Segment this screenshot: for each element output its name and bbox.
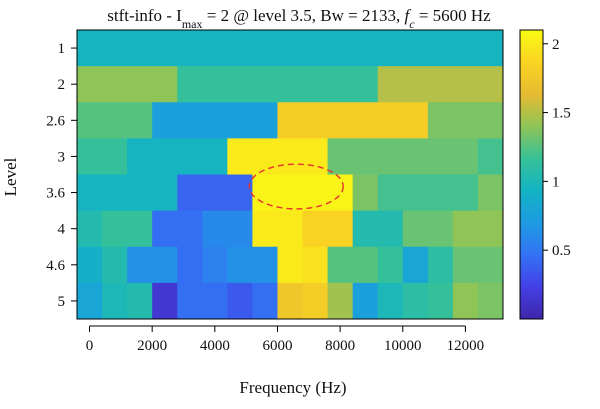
y-tick-label-4_6: 4.6 — [46, 258, 65, 274]
heatmap-cell-level-3_6-2 — [252, 174, 354, 212]
heatmap-cell-level-4-2 — [152, 210, 203, 248]
heatmap-cell-level-4-4 — [252, 210, 303, 248]
heatmap-cell-level-5-7 — [277, 282, 303, 320]
heatmap-cell-level-4_6-0 — [77, 246, 103, 284]
heatmap-cell-level-5-9 — [327, 282, 354, 320]
y-tick-label-2: 2 — [58, 77, 66, 93]
x-tick-label-8000: 8000 — [325, 338, 355, 354]
highlight-ellipse — [248, 163, 344, 210]
heatmap-cell-level-5-15 — [477, 282, 504, 320]
heatmap-cell-level-5-12 — [402, 282, 429, 320]
heatmap-cell-level-5-6 — [252, 282, 278, 320]
heatmap-cell-level-5-1 — [102, 282, 128, 320]
plot-frame — [76, 29, 504, 320]
heatmap-cell-level-5-14 — [452, 282, 479, 320]
heatmap-cell-level-2_6-1 — [152, 102, 278, 139]
heatmap-cell-level-5-8 — [302, 282, 328, 320]
heatmap-cell-level-3_6-1 — [177, 174, 253, 212]
colorbar-ticks: 0.5 1 1.5 2 — [543, 37, 571, 259]
heatmap-cells — [77, 30, 504, 320]
x-tick-label-0: 0 — [86, 338, 94, 354]
heatmap-cell-level-5-3 — [152, 282, 178, 320]
heatmap-cell-level-5-13 — [427, 282, 454, 320]
heatmap-cell-level-5-10 — [352, 282, 379, 320]
heatmap-cell-level-2-1 — [177, 66, 379, 103]
heatmap-cell-level-5-11 — [377, 282, 404, 320]
x-axis-title: Frequency (Hz) — [239, 378, 346, 397]
y-tick-label-3: 3 — [58, 149, 66, 165]
heatmap-cell-level-4_6-7 — [302, 246, 328, 284]
heatmap-cell-level-4_6-11 — [427, 246, 454, 284]
title-fc: f — [405, 6, 412, 25]
colorbar-tick-label-1: 1 — [552, 174, 560, 190]
chart-title: stft-info - Imax = 2 @ level 3.5, Bw = 2… — [107, 6, 491, 31]
x-tick-label-6000: 6000 — [262, 338, 292, 354]
heatmap-cell-level-4_6-4 — [202, 246, 228, 284]
title-fc-sub: c — [409, 17, 415, 31]
heatmap-cell-level-5-2 — [127, 282, 153, 320]
title-suffix: = 5600 Hz — [415, 6, 492, 25]
colorbar — [519, 29, 544, 320]
colorbar-tick-label-0_5: 0.5 — [552, 243, 571, 259]
heatmap-cell-level-3_6-4 — [377, 174, 479, 212]
heatmap-cell-level-1-0 — [77, 30, 504, 67]
title-prefix: stft-info - I — [107, 6, 182, 25]
heatmap-cell-level-4-1 — [102, 210, 153, 248]
heatmap-cell-level-5-0 — [77, 282, 103, 320]
heatmap-cell-level-2_6-0 — [77, 102, 153, 139]
heatmap-cell-level-2_6-3 — [427, 102, 504, 139]
heatmap-cell-level-4-5 — [302, 210, 354, 248]
heatmap-cell-level-4-0 — [77, 210, 103, 248]
heatmap-cell-level-3-2 — [227, 138, 328, 175]
heatmap-cell-level-4_6-10 — [402, 246, 429, 284]
x-tick-label-4000: 4000 — [200, 338, 230, 354]
heatmap-cell-level-4_6-8 — [327, 246, 379, 284]
y-tick-label-4: 4 — [58, 222, 66, 238]
heatmap-cell-level-4_6-1 — [102, 246, 128, 284]
y-tick-label-2_6: 2.6 — [46, 113, 65, 129]
heatmap-cell-level-3-0 — [77, 138, 128, 175]
heatmap-cell-level-4_6-12 — [452, 246, 504, 284]
heatmap-cell-level-3_6-3 — [352, 174, 379, 212]
y-axis: 1 2 2.6 3 3.6 4 4.6 5 — [46, 41, 77, 310]
y-tick-label-1: 1 — [58, 41, 66, 57]
heatmap-cell-level-4-7 — [402, 210, 454, 248]
title-sub-max: max — [182, 17, 203, 31]
heatmap-cell-level-4_6-9 — [377, 246, 404, 284]
heatmap-cell-level-2-0 — [77, 66, 178, 103]
heatmap-cell-level-4_6-5 — [227, 246, 278, 284]
colorbar-tick-label-1_5: 1.5 — [552, 106, 571, 122]
x-tick-label-12000: 12000 — [447, 338, 485, 354]
title-middle: = 2 @ level 3.5, Bw = 2133, — [203, 6, 405, 25]
heatmap-cell-level-3-1 — [127, 138, 228, 175]
heatmap-cell-level-4_6-2 — [127, 246, 178, 284]
highlight-layer — [248, 163, 344, 210]
heatmap-cell-level-2_6-2 — [277, 102, 429, 139]
heatmap-cell-level-4-3 — [202, 210, 253, 248]
x-tick-label-10000: 10000 — [384, 338, 422, 354]
heatmap-cell-level-2-2 — [377, 66, 504, 103]
heatmap-cell-level-3_6-5 — [477, 174, 504, 212]
y-tick-label-5: 5 — [58, 294, 66, 310]
heatmap-cell-level-3-3 — [327, 138, 479, 175]
heatmap-cell-level-3-4 — [477, 138, 504, 175]
x-tick-label-2000: 2000 — [137, 338, 167, 354]
heatmap-cell-level-4-6 — [352, 210, 404, 248]
colorbar-tick-label-2: 2 — [552, 37, 560, 53]
heatmap-cell-level-4_6-6 — [277, 246, 303, 284]
x-axis: 0 2000 4000 6000 8000 10000 12000 — [86, 325, 485, 354]
heatmap-cell-level-4_6-3 — [177, 246, 203, 284]
heatmap-cell-level-5-5 — [227, 282, 253, 320]
y-axis-title: Level — [1, 157, 20, 196]
heatmap-cell-level-4-8 — [452, 210, 504, 248]
y-tick-label-3_6: 3.6 — [46, 186, 65, 202]
heatmap-cell-level-3_6-0 — [77, 174, 178, 212]
heatmap-cell-level-5-4 — [177, 282, 228, 320]
